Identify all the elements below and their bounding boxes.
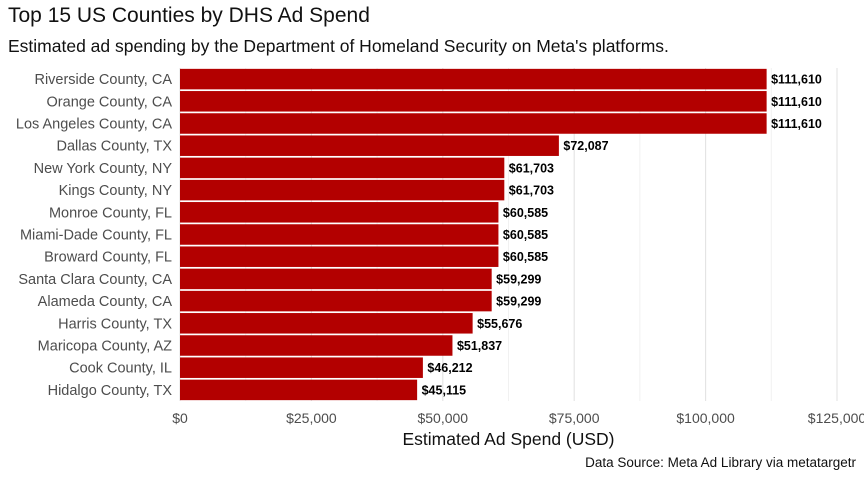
y-tick-label: Orange County, CA (47, 94, 173, 110)
data-label: $60,585 (503, 228, 548, 242)
x-axis-title: Estimated Ad Spend (USD) (402, 429, 614, 449)
y-tick-label: Harris County, TX (58, 316, 172, 332)
y-tick-label: Miami-Dade County, FL (20, 228, 172, 244)
bar (180, 179, 505, 201)
bar (180, 224, 499, 245)
x-tick-label: $125,000 (808, 410, 864, 426)
data-label: $59,299 (496, 295, 541, 309)
data-label: $72,087 (563, 139, 608, 153)
data-label: $111,610 (771, 117, 822, 131)
y-tick-label: Kings County, NY (59, 183, 173, 199)
y-tick-label: Hidalgo County, TX (48, 383, 173, 399)
x-tick-label: $75,000 (549, 410, 600, 426)
data-label: $51,837 (457, 339, 502, 353)
data-label: $60,585 (503, 250, 548, 264)
bar (180, 202, 499, 223)
y-tick-label: Broward County, FL (44, 250, 172, 266)
bar (180, 335, 453, 356)
y-tick-label: Maricopa County, AZ (38, 339, 172, 355)
x-tick-label: $0 (172, 410, 188, 426)
y-tick-label: Dallas County, TX (56, 139, 172, 155)
data-label: $61,703 (509, 161, 554, 175)
x-tick-label: $50,000 (417, 410, 468, 426)
bar (180, 313, 473, 334)
chart-title: Top 15 US Counties by DHS Ad Spend (8, 4, 370, 27)
bar (180, 246, 499, 267)
data-label: $59,299 (496, 272, 541, 286)
data-label: $60,585 (503, 206, 548, 220)
data-label: $61,703 (509, 184, 554, 198)
bar (180, 68, 767, 90)
x-tick-label: $100,000 (676, 410, 735, 426)
data-label: $111,610 (771, 95, 822, 109)
y-tick-label: Riverside County, CA (34, 72, 172, 88)
y-tick-label: Los Angeles County, CA (16, 117, 172, 133)
bar (180, 379, 418, 401)
bar (180, 91, 767, 112)
bar (180, 357, 423, 378)
chart-caption: Data Source: Meta Ad Library via metatar… (585, 455, 856, 470)
data-label: $46,212 (427, 361, 472, 375)
bar (180, 290, 492, 312)
x-tick-label: $25,000 (286, 410, 337, 426)
chart-subtitle: Estimated ad spending by the Department … (8, 36, 669, 56)
data-label: $111,610 (771, 73, 822, 87)
bar (180, 135, 559, 156)
y-tick-label: Santa Clara County, CA (18, 272, 172, 288)
data-label: $45,115 (422, 383, 467, 397)
y-tick-label: Monroe County, FL (49, 205, 172, 221)
bar (180, 268, 492, 290)
y-tick-label: New York County, NY (34, 161, 173, 177)
data-label: $55,676 (477, 317, 522, 331)
y-tick-label: Cook County, IL (69, 361, 172, 377)
bar (180, 157, 505, 179)
y-tick-label: Alameda County, CA (38, 294, 173, 310)
bar (180, 113, 767, 134)
